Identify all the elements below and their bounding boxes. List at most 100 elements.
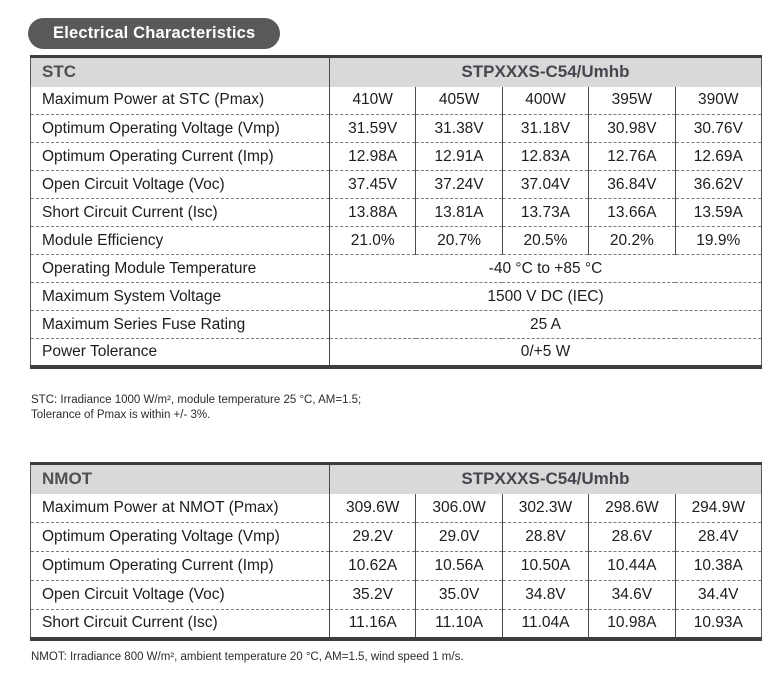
- table-row: Operating Module Temperature -40 °C to +…: [30, 254, 762, 283]
- value-cell: 11.16A: [328, 609, 416, 639]
- value-cell: 12.69A: [674, 142, 762, 171]
- row-label: Maximum Power at STC (Pmax): [42, 91, 265, 109]
- table-row: Open Circuit Voltage (Voc) 35.2V 35.0V 3…: [30, 580, 762, 610]
- table-row: Short Circuit Current (Isc) 11.16A 11.10…: [30, 609, 762, 639]
- row-label: Optimum Operating Voltage (Vmp): [42, 528, 280, 545]
- row-label: Optimum Operating Current (Imp): [42, 147, 274, 165]
- stc-footnote: STC: Irradiance 1000 W/m², module temper…: [31, 393, 361, 423]
- value-cell: 29.0V: [415, 522, 503, 552]
- value-cell: 35.2V: [328, 580, 416, 610]
- footnote-line: Tolerance of Pmax is within +/- 3%.: [31, 409, 211, 421]
- value-cell: 10.56A: [415, 551, 503, 581]
- value-cell: 10.38A: [674, 551, 762, 581]
- table-row: Optimum Operating Current (Imp) 12.98A 1…: [30, 142, 762, 171]
- value-cell: 10.50A: [501, 551, 589, 581]
- value-cell: 309.6W: [328, 493, 416, 523]
- merged-value-cell: 25 A: [329, 310, 762, 339]
- value-cell: 13.73A: [501, 198, 589, 227]
- row-label: Optimum Operating Voltage (Vmp): [42, 119, 280, 137]
- merged-value-cell: -40 °C to +85 °C: [329, 254, 762, 283]
- row-label: Module Efficiency: [42, 231, 164, 249]
- section-title-pill: Electrical Characteristics: [28, 18, 281, 49]
- row-label: Power Tolerance: [42, 342, 158, 360]
- nmot-footnote: NMOT: Irradiance 800 W/m², ambient tempe…: [31, 650, 464, 665]
- value-cell: 395W: [588, 86, 676, 115]
- value-cell: 294.9W: [674, 493, 762, 523]
- table-row: Open Circuit Voltage (Voc) 37.45V 37.24V…: [30, 170, 762, 199]
- table-row: Optimum Operating Current (Imp) 10.62A 1…: [30, 551, 762, 581]
- value-cell: 20.2%: [588, 226, 676, 255]
- table-row: Maximum Power at STC (Pmax) 410W 405W 40…: [31, 86, 762, 115]
- row-label: Open Circuit Voltage (Voc): [42, 586, 225, 603]
- row-label: Maximum Series Fuse Rating: [42, 315, 246, 333]
- table-row: Short Circuit Current (Isc) 13.88A 13.81…: [30, 198, 762, 227]
- value-cell: 10.44A: [588, 551, 676, 581]
- value-cell: 28.6V: [588, 522, 676, 552]
- merged-value-cell: 0/+5 W: [329, 338, 762, 367]
- row-label: Operating Module Temperature: [42, 259, 257, 277]
- value-cell: 28.8V: [501, 522, 589, 552]
- value-cell: 400W: [501, 86, 589, 115]
- table-row: Power Tolerance 0/+5 W: [30, 338, 762, 367]
- nmot-model-header: STPXXXS-C54/Umhb: [329, 463, 762, 494]
- value-cell: 34.4V: [674, 580, 762, 610]
- value-cell: 35.0V: [415, 580, 503, 610]
- value-cell: 20.7%: [415, 226, 503, 255]
- value-cell: 405W: [415, 86, 503, 115]
- table-row: Optimum Operating Voltage (Vmp) 31.59V 3…: [30, 114, 762, 143]
- nmot-table: NMOT STPXXXS-C54/Umhb Maximum Power at N…: [30, 462, 762, 641]
- value-cell: 410W: [328, 86, 416, 115]
- value-cell: 390W: [674, 86, 762, 115]
- stc-model-header: STPXXXS-C54/Umhb: [329, 56, 762, 87]
- table-row: Maximum Power at NMOT (Pmax) 309.6W 306.…: [31, 493, 762, 523]
- value-cell: 34.6V: [588, 580, 676, 610]
- value-cell: 306.0W: [415, 493, 503, 523]
- value-cell: 12.98A: [328, 142, 416, 171]
- stc-header-label: STC: [30, 56, 330, 87]
- value-cell: 11.10A: [415, 609, 503, 639]
- value-cell: 302.3W: [501, 493, 589, 523]
- nmot-header-row: NMOT STPXXXS-C54/Umhb: [30, 463, 762, 494]
- value-cell: 10.98A: [588, 609, 676, 639]
- value-cell: 28.4V: [674, 522, 762, 552]
- row-label: Maximum System Voltage: [42, 287, 222, 305]
- table-row: Module Efficiency 21.0% 20.7% 20.5% 20.2…: [30, 226, 762, 255]
- value-cell: 36.62V: [674, 170, 762, 199]
- value-cell: 37.24V: [415, 170, 503, 199]
- value-cell: 10.93A: [674, 609, 762, 639]
- nmot-header-label: NMOT: [30, 463, 330, 494]
- value-cell: 30.76V: [674, 114, 762, 143]
- value-cell: 12.83A: [501, 142, 589, 171]
- table-row: Maximum Series Fuse Rating 25 A: [30, 310, 762, 339]
- value-cell: 13.88A: [328, 198, 416, 227]
- table-row: Maximum System Voltage 1500 V DC (IEC): [30, 282, 762, 311]
- value-cell: 12.76A: [588, 142, 676, 171]
- section-title: Electrical Characteristics: [53, 24, 256, 42]
- value-cell: 29.2V: [328, 522, 416, 552]
- value-cell: 13.66A: [588, 198, 676, 227]
- row-label: Optimum Operating Current (Imp): [42, 557, 274, 574]
- value-cell: 10.62A: [328, 551, 416, 581]
- row-label: Maximum Power at NMOT (Pmax): [42, 498, 279, 516]
- value-cell: 20.5%: [501, 226, 589, 255]
- value-cell: 30.98V: [588, 114, 676, 143]
- row-label: Open Circuit Voltage (Voc): [42, 175, 225, 193]
- value-cell: 31.18V: [501, 114, 589, 143]
- value-cell: 298.6W: [588, 493, 676, 523]
- footnote-line: NMOT: Irradiance 800 W/m², ambient tempe…: [31, 651, 464, 663]
- stc-table: STC STPXXXS-C54/Umhb Maximum Power at ST…: [30, 55, 762, 369]
- stc-header-row: STC STPXXXS-C54/Umhb: [30, 56, 762, 87]
- value-cell: 34.8V: [501, 580, 589, 610]
- value-cell: 36.84V: [588, 170, 676, 199]
- value-cell: 19.9%: [674, 226, 762, 255]
- value-cell: 13.59A: [674, 198, 762, 227]
- footnote-line: STC: Irradiance 1000 W/m², module temper…: [31, 394, 362, 406]
- value-cell: 31.59V: [328, 114, 416, 143]
- table-row: Optimum Operating Voltage (Vmp) 29.2V 29…: [30, 522, 762, 552]
- value-cell: 11.04A: [501, 609, 589, 639]
- row-label: Short Circuit Current (Isc): [42, 203, 218, 221]
- value-cell: 37.04V: [501, 170, 589, 199]
- value-cell: 13.81A: [415, 198, 503, 227]
- value-cell: 37.45V: [328, 170, 416, 199]
